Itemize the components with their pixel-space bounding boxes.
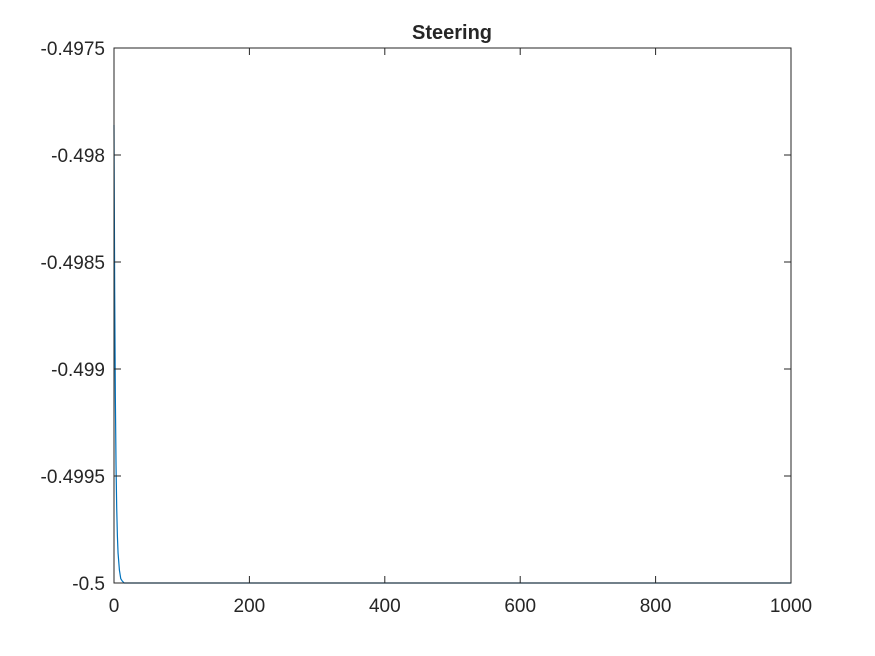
x-tick-label: 1000 [770, 596, 812, 617]
axes-box [113, 47, 792, 584]
y-tick-label: -0.4995 [41, 467, 105, 488]
x-tick-label: 200 [234, 596, 266, 617]
x-tick-label: 0 [109, 596, 120, 617]
x-tick-label: 400 [369, 596, 401, 617]
plot-area [114, 48, 791, 583]
y-tick-label: -0.4985 [41, 253, 105, 274]
y-tick-label: -0.5 [72, 574, 105, 595]
y-axis: -0.5 -0.4995 -0.499 -0.4985 -0.498 -0.4975 [41, 39, 791, 595]
y-tick-label: -0.498 [51, 146, 105, 167]
y-tick-label: -0.499 [51, 360, 105, 381]
x-tick-label: 800 [640, 596, 672, 617]
y-tick-label: -0.4975 [41, 39, 105, 60]
x-axis: 0 200 400 600 800 1000 [109, 48, 812, 617]
x-tick-label: 600 [504, 596, 536, 617]
chart-title: Steering [412, 22, 492, 44]
